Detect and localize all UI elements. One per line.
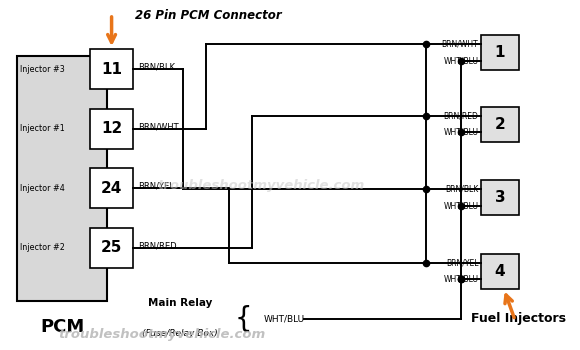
Text: Main Relay: Main Relay xyxy=(147,298,212,308)
Text: BRN/BLK: BRN/BLK xyxy=(445,185,478,194)
Text: Fuel Injectors: Fuel Injectors xyxy=(472,312,566,325)
Text: Injector #3: Injector #3 xyxy=(20,65,65,74)
Text: WHT/BLU: WHT/BLU xyxy=(443,56,478,65)
Text: BRN/RED: BRN/RED xyxy=(138,241,176,250)
Text: BRN/RED: BRN/RED xyxy=(443,111,478,120)
Text: 11: 11 xyxy=(101,62,122,77)
Bar xyxy=(90,168,133,208)
Text: WHT/BLU: WHT/BLU xyxy=(443,201,478,210)
Bar xyxy=(90,228,133,268)
Text: Injector #4: Injector #4 xyxy=(20,184,65,192)
Text: WHT/BLU: WHT/BLU xyxy=(443,275,478,284)
Text: 3: 3 xyxy=(495,190,505,205)
Text: Injector #2: Injector #2 xyxy=(20,243,65,252)
Text: BRN/WHT: BRN/WHT xyxy=(441,40,478,49)
Text: 24: 24 xyxy=(101,181,122,196)
Bar xyxy=(481,180,519,215)
Bar xyxy=(481,35,519,70)
Text: BRN/YEL: BRN/YEL xyxy=(446,258,478,267)
Text: 1: 1 xyxy=(495,45,505,60)
Bar xyxy=(17,56,107,301)
Text: BRN/BLK: BRN/BLK xyxy=(138,63,175,72)
Text: PCM: PCM xyxy=(40,318,85,336)
Text: troubleshootmyvehicle.com: troubleshootmyvehicle.com xyxy=(59,328,266,341)
Bar xyxy=(90,49,133,89)
Bar xyxy=(481,107,519,142)
Text: BRN/WHT: BRN/WHT xyxy=(138,122,179,131)
Text: (Fuse/Relay Box): (Fuse/Relay Box) xyxy=(142,329,218,338)
Text: 2: 2 xyxy=(495,117,505,132)
Text: 25: 25 xyxy=(101,240,122,255)
Text: 4: 4 xyxy=(495,264,505,279)
Text: BRN/YEL: BRN/YEL xyxy=(138,182,174,191)
Text: troubleshootmyvehicle.com: troubleshootmyvehicle.com xyxy=(157,179,364,192)
Text: 26 Pin PCM Connector: 26 Pin PCM Connector xyxy=(135,9,282,22)
Text: {: { xyxy=(235,304,252,332)
Text: WHT/BLU: WHT/BLU xyxy=(443,128,478,137)
Text: Injector #1: Injector #1 xyxy=(20,124,65,133)
Text: 12: 12 xyxy=(101,121,122,136)
Bar xyxy=(481,254,519,289)
Bar xyxy=(90,108,133,149)
Text: WHT/BLU: WHT/BLU xyxy=(264,314,305,323)
